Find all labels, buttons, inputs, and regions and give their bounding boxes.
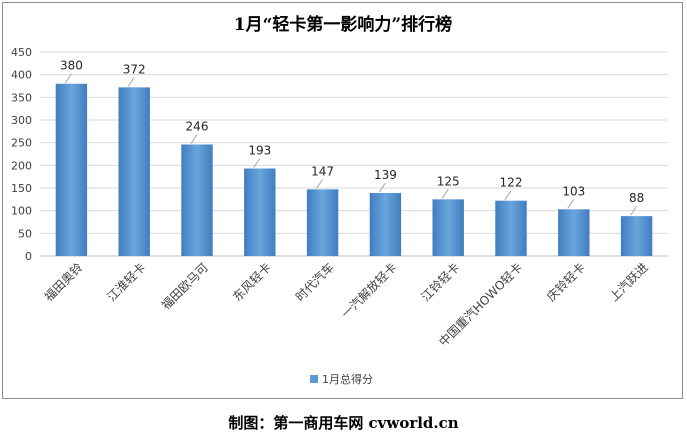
leader-line — [316, 179, 324, 189]
data-labels: 380 372 246 193 147 139 125 122 103 88 — [60, 59, 644, 216]
x-tick-label: 上汽跃进 — [606, 260, 651, 305]
legend: 1月总得分 — [310, 372, 373, 386]
bar — [55, 83, 88, 256]
data-label: 372 — [123, 62, 146, 76]
x-tick-label: 福田奥铃 — [41, 260, 86, 305]
data-label: 125 — [437, 174, 460, 188]
leader-line — [127, 77, 135, 87]
x-tick-label: 江淮轻卡 — [104, 260, 148, 304]
legend-label: 1月总得分 — [322, 372, 373, 386]
x-tick-label: 东风轻卡 — [230, 260, 274, 304]
data-label: 380 — [60, 59, 83, 73]
y-tick-label: 100 — [11, 205, 32, 218]
leader-line — [567, 199, 575, 209]
y-tick-label: 450 — [11, 46, 32, 59]
bar — [244, 168, 276, 256]
x-axis-ticks: 福田奥铃 江淮轻卡 福田欧马可 东风轻卡 时代汽车 一汽解放轻卡 江铃轻卡中国重汽HOWO轻… — [41, 260, 651, 350]
chart-frame — [2, 2, 683, 399]
data-label: 139 — [374, 168, 397, 182]
y-tick-label: 0 — [25, 250, 32, 263]
legend-swatch — [310, 375, 318, 383]
data-label: 193 — [248, 144, 271, 158]
bar — [432, 199, 464, 256]
data-label: 88 — [629, 191, 644, 205]
x-tick-label: 福田欧马可 — [158, 260, 211, 313]
leader-line — [378, 182, 386, 193]
bar — [495, 200, 527, 256]
bars — [55, 83, 653, 256]
y-axis-ticks: 0 50 100 150 200 250 300 350 400 450 — [11, 46, 32, 263]
y-tick-label: 50 — [18, 227, 32, 240]
bar — [181, 144, 213, 256]
data-label: 103 — [562, 184, 585, 198]
bar — [369, 192, 402, 256]
x-tick-label: 江铃轻卡 — [418, 260, 463, 305]
x-tick-label: 时代汽车 — [292, 260, 337, 305]
data-label: 147 — [311, 164, 334, 178]
y-tick-label: 200 — [11, 159, 32, 172]
chart-title: 1月“轻卡第一影响力”排行榜 — [234, 14, 452, 35]
leader-line — [190, 134, 198, 144]
leader-line — [630, 205, 638, 216]
x-tick-label: 一汽解放轻卡 — [338, 260, 400, 322]
leader-line — [504, 190, 512, 200]
bar — [558, 209, 590, 256]
bar — [620, 216, 653, 256]
bar-chart: 1月“轻卡第一影响力”排行榜 0 50 100 150 200 250 300 350 400 4… — [11, 14, 668, 386]
y-tick-label: 350 — [11, 91, 32, 104]
x-tick-label: 庆铃轻卡 — [543, 260, 588, 305]
y-tick-label: 400 — [11, 69, 32, 82]
bar — [118, 87, 150, 256]
leader-line — [441, 189, 449, 199]
y-tick-label: 250 — [11, 137, 32, 150]
y-tick-label: 300 — [11, 114, 32, 127]
y-tick-label: 150 — [11, 182, 32, 195]
data-label: 246 — [186, 119, 209, 133]
bar — [306, 189, 339, 256]
chart-credit: 制图：第一商用车网 cvworld.cn — [228, 414, 459, 432]
leader-line — [253, 158, 261, 168]
leader-line — [64, 73, 72, 84]
data-label: 122 — [500, 176, 523, 190]
